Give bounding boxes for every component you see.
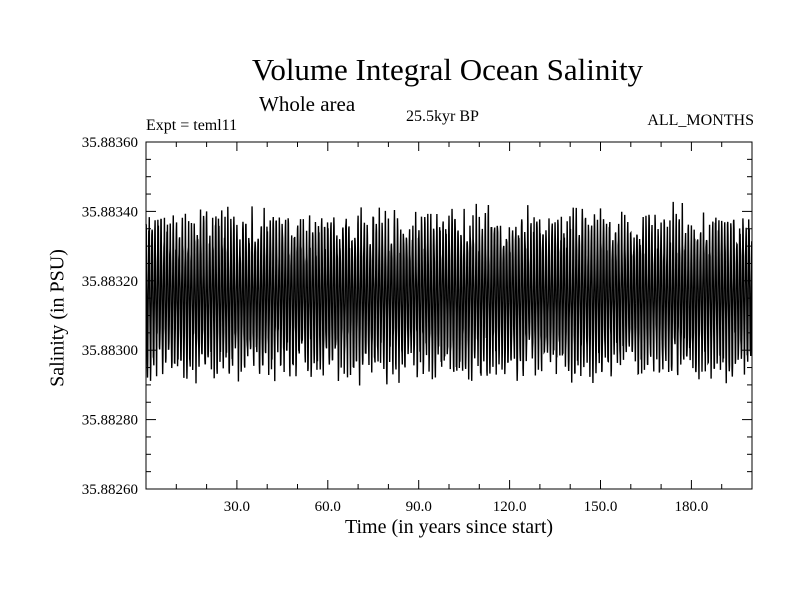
- period-annotation: 25.5kyr BP: [406, 108, 479, 125]
- y-tick-label: 35.88280: [82, 413, 138, 429]
- y-tick-label: 35.88320: [82, 274, 138, 290]
- x-axis-label: Time (in years since start): [344, 516, 554, 538]
- ticks-layer: 30.0 60.0 90.0 120.0 150.0 180.0 35.88260 35.88…: [82, 135, 752, 515]
- series-layer: [145, 201, 753, 386]
- chart-subtitle: Whole area: [259, 92, 356, 116]
- chart-title: Volume Integral Ocean Salinity: [251, 52, 644, 87]
- plot-frame: [145, 141, 753, 490]
- x-tick-label: 180.0: [675, 499, 709, 515]
- x-tick-label: 150.0: [584, 499, 618, 515]
- x-tick-label: 120.0: [493, 499, 527, 515]
- months-annotation: ALL_MONTHS: [647, 112, 754, 129]
- y-tick-label: 35.88300: [82, 343, 138, 359]
- y-tick-label: 35.88340: [82, 204, 138, 220]
- x-tick-label: 90.0: [406, 499, 432, 515]
- x-tick-label: 60.0: [315, 499, 341, 515]
- y-tick-label: 35.88360: [82, 135, 138, 151]
- experiment-annotation: Expt = teml11: [146, 117, 238, 134]
- y-tick-label: 35.88260: [82, 482, 138, 498]
- x-tick-label: 30.0: [224, 499, 250, 515]
- salinity-series-line: [145, 201, 753, 386]
